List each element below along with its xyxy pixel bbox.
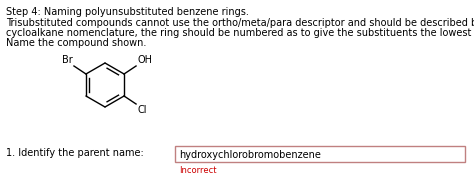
Text: hydroxychlorobromobenzene: hydroxychlorobromobenzene	[179, 150, 321, 160]
Text: Cl: Cl	[137, 105, 146, 115]
Text: cycloalkane nomenclature, the ring should be numbered as to give the substituent: cycloalkane nomenclature, the ring shoul…	[6, 28, 474, 38]
Text: Incorrect: Incorrect	[179, 166, 217, 175]
FancyBboxPatch shape	[175, 146, 465, 162]
Text: Step 4: Naming polyunsubstituted benzene rings.: Step 4: Naming polyunsubstituted benzene…	[6, 7, 249, 17]
Text: Name the compound shown.: Name the compound shown.	[6, 38, 146, 48]
Text: Br: Br	[62, 55, 73, 65]
Text: Trisubstituted compounds cannot use the ortho/meta/para descriptor and should be: Trisubstituted compounds cannot use the …	[6, 18, 474, 28]
Text: 1. Identify the parent name:: 1. Identify the parent name:	[6, 148, 144, 158]
Text: OH: OH	[137, 55, 152, 65]
